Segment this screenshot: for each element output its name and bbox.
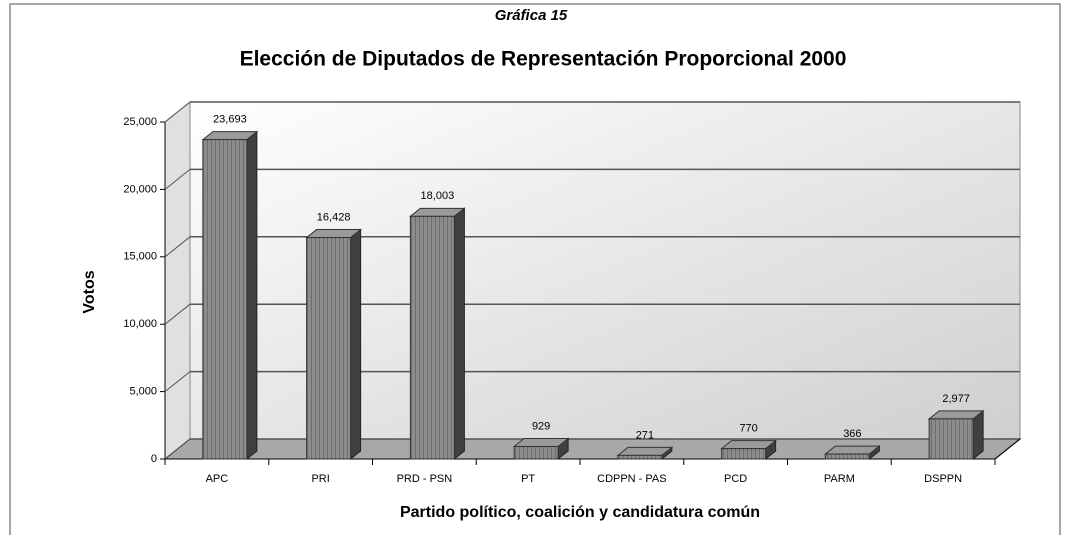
bar-top — [408, 207, 466, 217]
value-label: 929 — [532, 420, 550, 432]
chart-title: Elección de Diputados de Representación … — [240, 48, 847, 71]
y-tick-label: 0 — [151, 453, 157, 465]
bar-top — [616, 446, 674, 456]
x-tick-label: PARM — [824, 473, 855, 485]
bar-top — [927, 410, 985, 420]
floor — [163, 438, 1022, 460]
bar — [928, 418, 974, 460]
x-tick-label: DSPPN — [924, 473, 962, 485]
value-label: 770 — [739, 423, 757, 435]
bar-top — [201, 131, 259, 141]
bar-top — [720, 440, 778, 450]
grid-line — [164, 438, 191, 460]
grid-line — [164, 101, 191, 123]
value-label: 18,003 — [421, 190, 455, 202]
x-tick-label: PT — [521, 473, 535, 485]
x-tick-label: APC — [206, 473, 229, 485]
bar-side — [246, 130, 258, 461]
y-axis-label: Votos — [81, 270, 98, 313]
x-tick-label: CDPPN - PAS — [597, 473, 666, 485]
bar — [617, 454, 663, 460]
floor-edge — [994, 438, 1021, 460]
grid-line — [164, 169, 191, 190]
y-tick-label: 10,000 — [123, 318, 157, 330]
value-label: 366 — [843, 428, 861, 440]
grid-line — [164, 371, 191, 392]
y-tick-label: 5,000 — [129, 386, 157, 398]
frame — [9, 3, 1061, 535]
bar — [306, 237, 352, 460]
bar-top — [823, 445, 881, 455]
y-tick-label: 20,000 — [123, 183, 157, 195]
x-tick-label: PCD — [724, 473, 747, 485]
grid-line — [164, 236, 191, 258]
x-axis-label: Partido político, coalición y candidatur… — [400, 504, 760, 521]
bar-top — [512, 437, 570, 447]
bar — [824, 453, 870, 460]
bar — [721, 448, 767, 460]
x-tick-label: PRD - PSN — [397, 473, 453, 485]
y-tick-label: 15,000 — [123, 251, 157, 263]
value-label: 2,977 — [942, 393, 970, 405]
value-label: 16,428 — [317, 211, 351, 223]
bar — [513, 445, 559, 460]
y-tick-label: 25,000 — [123, 116, 157, 128]
bar — [202, 139, 248, 460]
value-label: 271 — [636, 429, 654, 441]
bar — [409, 215, 455, 460]
bar-side — [350, 228, 362, 461]
side-wall — [164, 100, 191, 461]
bar-top — [305, 229, 363, 239]
bar-side — [453, 207, 465, 461]
chart-subtitle: Gráfica 15 — [495, 7, 568, 24]
x-tick-label: PRI — [311, 473, 329, 485]
grid-line — [164, 303, 191, 325]
value-label: 23,693 — [213, 114, 247, 126]
